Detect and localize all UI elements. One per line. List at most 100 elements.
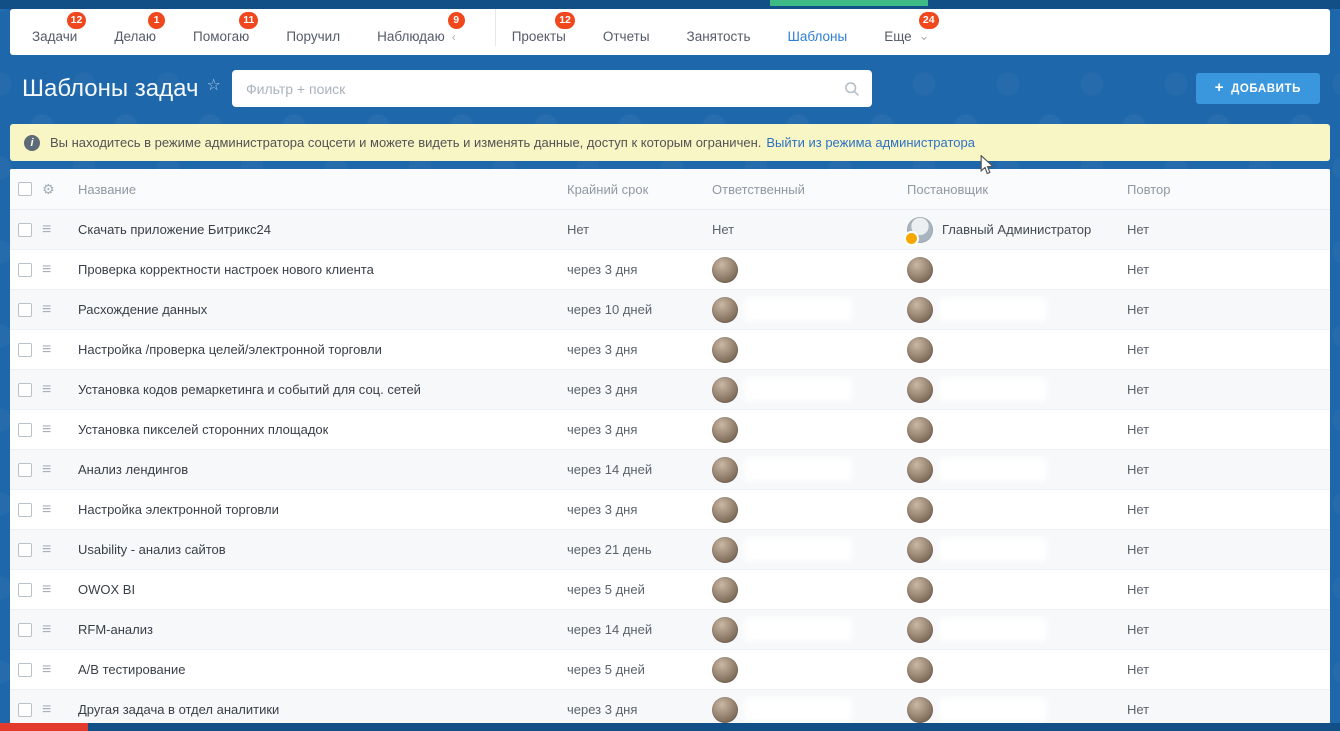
tab-nablyudayu[interactable]: Наблюдаю 9 ‹ — [377, 12, 465, 46]
template-name-link[interactable]: Установка пикселей сторонних площадок — [78, 422, 329, 437]
tab-eshche[interactable]: Еще 24 ⌄ — [884, 12, 939, 46]
originator-avatar[interactable] — [907, 416, 933, 443]
template-name-cell: Расхождение данных — [70, 302, 567, 317]
row-checkbox[interactable] — [18, 302, 32, 317]
row-menu-icon[interactable]: ≡ — [42, 620, 52, 638]
row-checkbox[interactable] — [18, 382, 32, 397]
responsible-avatar[interactable] — [712, 296, 738, 323]
responsible-avatar[interactable] — [712, 456, 738, 483]
originator-avatar[interactable] — [907, 656, 933, 683]
responsible-avatar[interactable] — [712, 696, 738, 723]
row-menu-icon[interactable]: ≡ — [42, 500, 52, 518]
search-input[interactable] — [244, 79, 836, 98]
responsible-avatar[interactable] — [712, 336, 738, 363]
row-checkbox[interactable] — [18, 462, 32, 477]
column-header-originator[interactable]: Постановщик — [907, 181, 989, 197]
tab-label: Шаблоны — [787, 29, 848, 44]
originator-avatar[interactable] — [907, 536, 933, 563]
originator-name-hidden — [943, 422, 1043, 437]
search-icon[interactable] — [844, 81, 860, 97]
deadline-text: через 14 дней — [567, 622, 653, 637]
tab-otchety[interactable]: Отчеты — [603, 28, 650, 46]
settings-gear-icon[interactable]: ⚙ — [42, 180, 55, 197]
row-menu-icon[interactable]: ≡ — [42, 460, 52, 478]
tab-zanyatost[interactable]: Занятость — [687, 28, 751, 46]
row-checkbox[interactable] — [18, 622, 32, 637]
row-menu-icon[interactable]: ≡ — [42, 660, 52, 678]
row-menu-icon[interactable]: ≡ — [42, 300, 52, 318]
row-checkbox[interactable] — [18, 342, 32, 357]
column-header-repeat[interactable]: Повтор — [1127, 181, 1171, 197]
originator-avatar[interactable] — [907, 496, 933, 523]
originator-name-hidden — [943, 462, 1043, 477]
template-name-link[interactable]: Скачать приложение Битрикс24 — [78, 222, 271, 237]
exit-admin-link[interactable]: Выйти из режима администратора — [766, 135, 975, 150]
column-header-responsible[interactable]: Ответственный — [712, 181, 805, 197]
row-checkbox[interactable] — [18, 662, 32, 677]
responsible-avatar[interactable] — [712, 536, 738, 563]
template-name-link[interactable]: RFM-анализ — [78, 622, 153, 637]
originator-avatar[interactable] — [907, 336, 933, 363]
row-checkbox[interactable] — [18, 582, 32, 597]
row-checkbox[interactable] — [18, 702, 32, 717]
deadline-cell: через 3 дня — [567, 502, 712, 517]
template-name-link[interactable]: Расхождение данных — [78, 302, 208, 317]
originator-avatar[interactable] — [907, 696, 933, 723]
responsible-avatar[interactable] — [712, 576, 738, 603]
row-menu-icon[interactable]: ≡ — [42, 340, 52, 358]
originator-cell — [907, 616, 1127, 643]
row-menu-icon[interactable]: ≡ — [42, 700, 52, 718]
tab-zadachi[interactable]: Задачи 12 — [32, 12, 87, 46]
row-checkbox[interactable] — [18, 422, 32, 437]
deadline-text: через 3 дня — [567, 502, 638, 517]
template-name-link[interactable]: Анализ лендингов — [78, 462, 189, 477]
row-checkbox[interactable] — [18, 262, 32, 277]
responsible-avatar[interactable] — [712, 616, 738, 643]
template-name-link[interactable]: Настройка /проверка целей/электронной то… — [78, 342, 382, 357]
originator-avatar[interactable] — [907, 576, 933, 603]
responsible-avatar[interactable] — [712, 416, 738, 443]
originator-avatar[interactable] — [907, 456, 933, 483]
template-name-link[interactable]: Usability - анализ сайтов — [78, 542, 226, 557]
originator-avatar[interactable] — [907, 296, 933, 323]
responsible-avatar[interactable] — [712, 496, 738, 523]
template-name-link[interactable]: A/B тестирование — [78, 662, 186, 677]
row-checkbox[interactable] — [18, 542, 32, 557]
deadline-text: через 3 дня — [567, 702, 638, 717]
responsible-avatar[interactable] — [712, 376, 738, 403]
column-header-deadline[interactable]: Крайний срок — [567, 181, 649, 197]
tab-proekty[interactable]: Проекты 12 — [512, 12, 575, 46]
template-name-link[interactable]: Проверка корректности настроек нового кл… — [78, 262, 374, 277]
add-button[interactable]: + ДОБАВИТЬ — [1195, 73, 1320, 104]
select-all-checkbox[interactable] — [18, 182, 32, 196]
template-name-link[interactable]: Другая задача в отдел аналитики — [78, 702, 280, 717]
template-name-link[interactable]: OWOX BI — [78, 582, 136, 597]
originator-avatar[interactable] — [907, 256, 933, 283]
originator-name[interactable]: Главный Администратор — [942, 222, 1092, 237]
tab-poruchil[interactable]: Поручил — [286, 28, 340, 46]
row-menu-icon[interactable]: ≡ — [42, 260, 52, 278]
tab-pomogayu[interactable]: Помогаю 11 — [193, 12, 259, 46]
responsible-avatar[interactable] — [712, 256, 738, 283]
originator-avatar[interactable] — [907, 376, 933, 403]
row-menu-icon[interactable]: ≡ — [42, 220, 52, 238]
favorite-star-icon[interactable]: ☆ — [206, 77, 221, 94]
column-header-name[interactable]: Название — [78, 181, 137, 197]
row-menu-icon[interactable]: ≡ — [42, 380, 52, 398]
tab-shablony[interactable]: Шаблоны — [787, 28, 847, 46]
repeat-text: Нет — [1127, 302, 1150, 317]
row-menu-icon[interactable]: ≡ — [42, 540, 52, 558]
responsible-avatar[interactable] — [712, 656, 738, 683]
row-menu-icon[interactable]: ≡ — [42, 420, 52, 438]
template-name-cell: Скачать приложение Битрикс24 — [70, 222, 567, 237]
collapse-left-icon[interactable]: ‹ — [451, 30, 456, 44]
tab-label: Помогаю — [193, 29, 250, 44]
originator-avatar[interactable] — [904, 216, 933, 246]
row-checkbox[interactable] — [18, 222, 32, 237]
template-name-link[interactable]: Настройка электронной торговли — [78, 502, 279, 517]
row-menu-icon[interactable]: ≡ — [42, 580, 52, 598]
tab-delayu[interactable]: Делаю 1 — [114, 12, 166, 46]
template-name-link[interactable]: Установка кодов ремаркетинга и событий д… — [78, 382, 421, 397]
row-checkbox[interactable] — [18, 502, 32, 517]
originator-avatar[interactable] — [907, 616, 933, 643]
